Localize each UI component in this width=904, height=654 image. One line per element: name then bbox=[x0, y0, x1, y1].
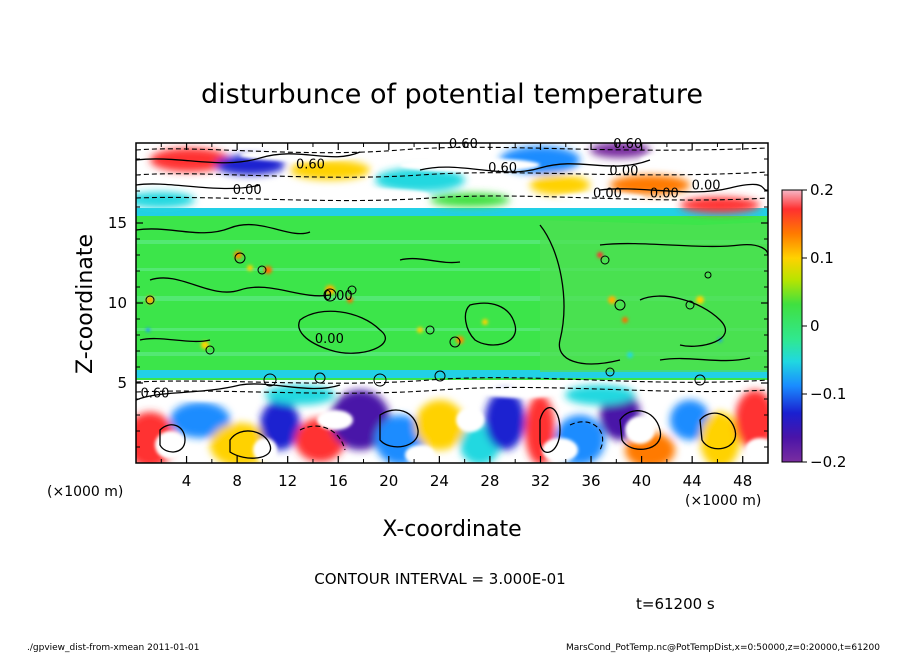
contour-rings bbox=[145, 252, 712, 387]
y-tick-label: 10 bbox=[108, 294, 127, 312]
contour-label: 0.60 bbox=[449, 137, 478, 152]
colorbar-tick-label: −0.1 bbox=[810, 385, 846, 403]
x-tick-label: 24 bbox=[430, 472, 449, 490]
y-tick-label: 5 bbox=[117, 374, 127, 392]
contour-label: 0.00 bbox=[233, 183, 262, 198]
colorbar: 0.2 0.1 0 −0.1 −0.2 bbox=[781, 181, 846, 471]
field-lower-white bbox=[155, 386, 768, 463]
x-tick-label: 40 bbox=[632, 472, 651, 490]
field-upper-white bbox=[240, 149, 760, 203]
plot-area bbox=[136, 143, 768, 463]
contour-label: 0.60 bbox=[140, 386, 169, 401]
field-stripes bbox=[136, 240, 768, 356]
colorbar-tick-label: 0.2 bbox=[810, 181, 834, 199]
x-tick-label: 8 bbox=[232, 472, 242, 490]
field-lower-strip bbox=[136, 370, 768, 378]
contour-label: 0.00 bbox=[324, 289, 353, 304]
x-tick-label: 16 bbox=[329, 472, 348, 490]
x-tick-label: 28 bbox=[480, 472, 499, 490]
contour-label: 0.60 bbox=[488, 161, 517, 176]
x-tick-label: 48 bbox=[733, 472, 752, 490]
contour-label: 0.60 bbox=[296, 158, 325, 173]
x-axis-unit: (×1000 m) bbox=[685, 493, 761, 509]
x-tick-label: 44 bbox=[683, 472, 702, 490]
colorbar-tick-label: −0.2 bbox=[810, 453, 846, 471]
x-tick-label: 20 bbox=[379, 472, 398, 490]
contour-label: 0.00 bbox=[650, 186, 679, 201]
contour-label: 0.00 bbox=[692, 178, 721, 193]
colorbar-fill bbox=[781, 189, 803, 463]
contour-label: 0.00 bbox=[315, 332, 344, 347]
contour-labels: 0.60 0.60 0.60 0.60 0.00 0.00 0.00 0.00 0.60 0.00… bbox=[140, 137, 720, 402]
colorbar-ticks: 0.2 0.1 0 −0.1 −0.2 bbox=[802, 181, 846, 471]
x-tick-label: 12 bbox=[278, 472, 297, 490]
footer-right: MarsCond_PotTemp.nc@PotTempDist,x=0:5000… bbox=[566, 643, 880, 653]
x-axis-label: X-coordinate bbox=[382, 517, 521, 542]
x-tick-label: 4 bbox=[182, 472, 192, 490]
field-lower-layer bbox=[136, 385, 768, 463]
y-axis-label: Z-coordinate bbox=[73, 234, 98, 374]
x-tick-label: 36 bbox=[581, 472, 600, 490]
x-axis: 4 8 12 16 20 24 28 32 36 40 44 48 bbox=[160, 143, 752, 490]
footer-left: ./gpview_dist-from-xmean 2011-01-01 bbox=[27, 643, 199, 653]
chart-title: disturbunce of potential temperature bbox=[201, 79, 703, 110]
contour-label: 0.00 bbox=[609, 164, 638, 179]
y-tick-label: 15 bbox=[108, 214, 127, 232]
colorbar-tick-label: 0 bbox=[810, 317, 820, 335]
y-axis-unit: (×1000 m) bbox=[47, 484, 123, 500]
contour-lines-dashed bbox=[136, 146, 768, 451]
contour-label: 0.00 bbox=[593, 186, 622, 201]
x-tick-label: 32 bbox=[531, 472, 550, 490]
colorbar-tick-label: 0.1 bbox=[810, 249, 834, 267]
contour-label: 0.60 bbox=[613, 137, 642, 152]
contour-interval: CONTOUR INTERVAL = 3.000E-01 bbox=[314, 570, 565, 588]
y-axis: 5 10 15 bbox=[108, 158, 768, 448]
time-label: t=61200 s bbox=[636, 595, 715, 613]
contour-lines bbox=[136, 151, 768, 459]
field-upper-strip bbox=[136, 208, 768, 216]
